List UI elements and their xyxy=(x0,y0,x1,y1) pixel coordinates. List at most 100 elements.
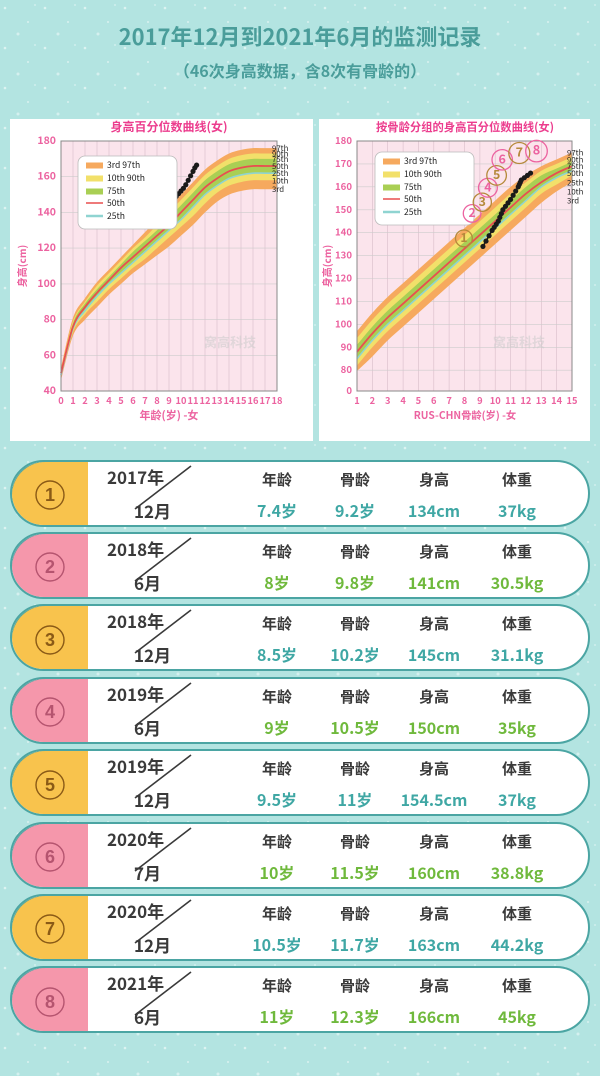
svg-text:25th: 25th xyxy=(404,206,422,218)
svg-text:1: 1 xyxy=(70,393,76,407)
svg-text:75th: 75th xyxy=(404,181,422,193)
svg-text:120: 120 xyxy=(37,240,56,255)
svg-text:150: 150 xyxy=(335,202,352,216)
svg-text:120: 120 xyxy=(335,271,352,285)
svg-text:2020年: 2020年 xyxy=(107,826,164,851)
svg-text:身高(cm): 身高(cm) xyxy=(14,245,29,287)
svg-text:80: 80 xyxy=(341,362,353,376)
svg-text:9: 9 xyxy=(166,393,172,407)
svg-text:4: 4 xyxy=(400,393,406,407)
svg-text:2: 2 xyxy=(468,203,475,221)
svg-text:1: 1 xyxy=(460,229,467,246)
svg-text:1: 1 xyxy=(354,393,360,407)
svg-text:14: 14 xyxy=(551,393,562,407)
svg-text:17: 17 xyxy=(260,393,271,407)
svg-text:窝高科技: 窝高科技 xyxy=(204,332,256,351)
svg-text:16: 16 xyxy=(248,393,259,407)
svg-text:25th: 25th xyxy=(107,210,125,222)
svg-text:180: 180 xyxy=(335,133,352,147)
svg-text:7: 7 xyxy=(142,393,148,407)
svg-text:1: 1 xyxy=(45,485,55,505)
svg-text:4: 4 xyxy=(106,393,112,407)
svg-text:12月: 12月 xyxy=(134,642,171,666)
svg-text:4: 4 xyxy=(45,702,55,722)
svg-text:2: 2 xyxy=(370,393,376,407)
svg-text:11: 11 xyxy=(188,393,199,407)
svg-text:6: 6 xyxy=(499,148,506,167)
svg-text:2: 2 xyxy=(82,393,88,407)
svg-text:5: 5 xyxy=(118,393,124,407)
svg-text:8: 8 xyxy=(45,992,55,1012)
svg-text:6月: 6月 xyxy=(134,570,161,594)
svg-text:0: 0 xyxy=(58,393,64,407)
svg-text:160: 160 xyxy=(37,169,56,184)
svg-text:140: 140 xyxy=(335,225,352,239)
svg-text:12月: 12月 xyxy=(134,498,171,522)
svg-text:6月: 6月 xyxy=(134,715,161,739)
svg-text:年龄(岁) -女: 年龄(岁) -女 xyxy=(140,407,199,423)
svg-text:3: 3 xyxy=(45,630,55,650)
svg-text:RUS-CHN骨龄(岁) -女: RUS-CHN骨龄(岁) -女 xyxy=(414,407,516,422)
svg-text:2018年: 2018年 xyxy=(107,608,164,633)
svg-text:170: 170 xyxy=(335,156,352,170)
svg-text:130: 130 xyxy=(335,248,352,262)
svg-text:身高百分位数曲线(女): 身高百分位数曲线(女) xyxy=(110,119,227,135)
svg-text:5: 5 xyxy=(45,775,55,795)
svg-text:100: 100 xyxy=(37,276,56,291)
svg-text:12月: 12月 xyxy=(134,932,171,956)
svg-text:7: 7 xyxy=(446,393,452,407)
svg-text:160: 160 xyxy=(335,179,352,193)
svg-text:8: 8 xyxy=(462,393,468,407)
svg-text:按骨龄分组的身高百分位数曲线(女): 按骨龄分组的身高百分位数曲线(女) xyxy=(376,119,554,135)
svg-text:2018年: 2018年 xyxy=(107,536,164,561)
svg-text:40: 40 xyxy=(44,383,56,398)
svg-text:3rd: 3rd xyxy=(272,184,284,195)
svg-text:6: 6 xyxy=(130,393,136,407)
svg-text:6: 6 xyxy=(45,847,55,867)
svg-text:6月: 6月 xyxy=(134,1004,161,1028)
svg-text:80: 80 xyxy=(44,312,56,327)
svg-text:2: 2 xyxy=(45,557,55,577)
svg-text:7: 7 xyxy=(516,142,523,161)
svg-text:50th: 50th xyxy=(107,197,125,209)
svg-text:9: 9 xyxy=(477,393,483,407)
svg-text:2017年: 2017年 xyxy=(107,464,164,489)
svg-text:12: 12 xyxy=(520,393,531,407)
svg-text:2019年: 2019年 xyxy=(107,753,164,778)
svg-text:14: 14 xyxy=(224,393,235,407)
svg-text:3: 3 xyxy=(385,393,391,407)
svg-text:15: 15 xyxy=(567,393,578,407)
svg-text:8: 8 xyxy=(154,393,160,407)
svg-text:18: 18 xyxy=(272,393,283,407)
svg-text:12月: 12月 xyxy=(134,787,171,811)
svg-text:10: 10 xyxy=(490,393,501,407)
svg-text:7月: 7月 xyxy=(134,860,161,884)
svg-text:2019年: 2019年 xyxy=(107,681,164,706)
svg-text:50th: 50th xyxy=(404,193,422,205)
svg-text:0: 0 xyxy=(346,383,352,397)
svg-text:110: 110 xyxy=(335,293,352,307)
svg-text:3: 3 xyxy=(94,393,100,407)
svg-text:60: 60 xyxy=(44,347,56,362)
svg-text:180: 180 xyxy=(37,133,56,148)
svg-text:13: 13 xyxy=(536,393,547,407)
svg-text:窝高科技: 窝高科技 xyxy=(493,332,545,351)
svg-text:2021年: 2021年 xyxy=(107,970,164,995)
svg-text:75th: 75th xyxy=(107,185,125,197)
svg-text:8: 8 xyxy=(533,140,541,159)
svg-text:12: 12 xyxy=(200,393,211,407)
svg-text:140: 140 xyxy=(37,204,56,219)
svg-text:5: 5 xyxy=(416,393,422,407)
svg-text:10th 90th: 10th 90th xyxy=(404,168,442,180)
svg-text:3rd 97th: 3rd 97th xyxy=(404,155,437,167)
svg-text:3rd 97th: 3rd 97th xyxy=(107,159,140,171)
svg-text:2020年: 2020年 xyxy=(107,898,164,923)
svg-text:13: 13 xyxy=(212,393,223,407)
svg-text:6: 6 xyxy=(431,393,437,407)
svg-text:90: 90 xyxy=(341,339,353,353)
svg-text:10: 10 xyxy=(176,393,187,407)
svg-text:10th 90th: 10th 90th xyxy=(107,172,145,184)
svg-text:3rd: 3rd xyxy=(567,196,579,207)
svg-text:15: 15 xyxy=(236,393,247,407)
svg-text:7: 7 xyxy=(45,919,55,939)
